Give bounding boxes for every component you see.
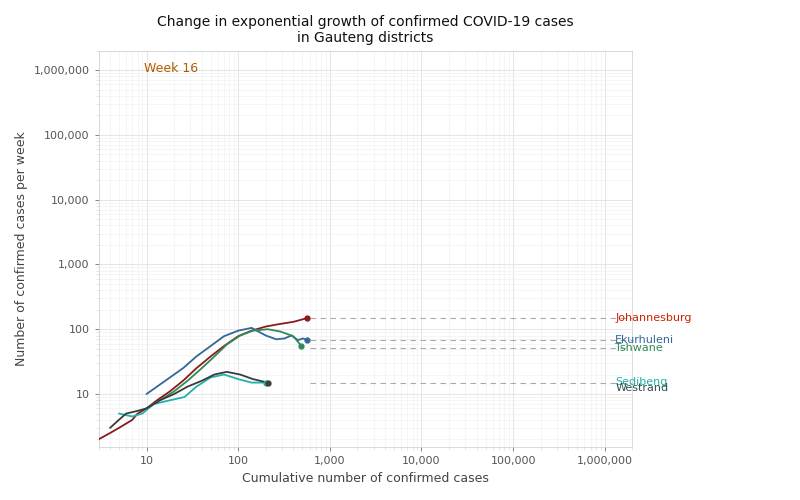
Text: Ekurhuleni: Ekurhuleni xyxy=(615,335,674,345)
Text: Johannesburg: Johannesburg xyxy=(615,313,692,323)
Text: Westrand: Westrand xyxy=(615,382,668,392)
Text: Week 16: Week 16 xyxy=(144,62,198,76)
X-axis label: Cumulative number of confirmed cases: Cumulative number of confirmed cases xyxy=(242,472,489,485)
Text: Tshwane: Tshwane xyxy=(615,342,663,352)
Y-axis label: Number of confirmed cases per week: Number of confirmed cases per week xyxy=(15,132,28,366)
Title: Change in exponential growth of confirmed COVID-19 cases
in Gauteng districts: Change in exponential growth of confirme… xyxy=(157,15,574,45)
Text: Sedibeng: Sedibeng xyxy=(615,376,668,386)
